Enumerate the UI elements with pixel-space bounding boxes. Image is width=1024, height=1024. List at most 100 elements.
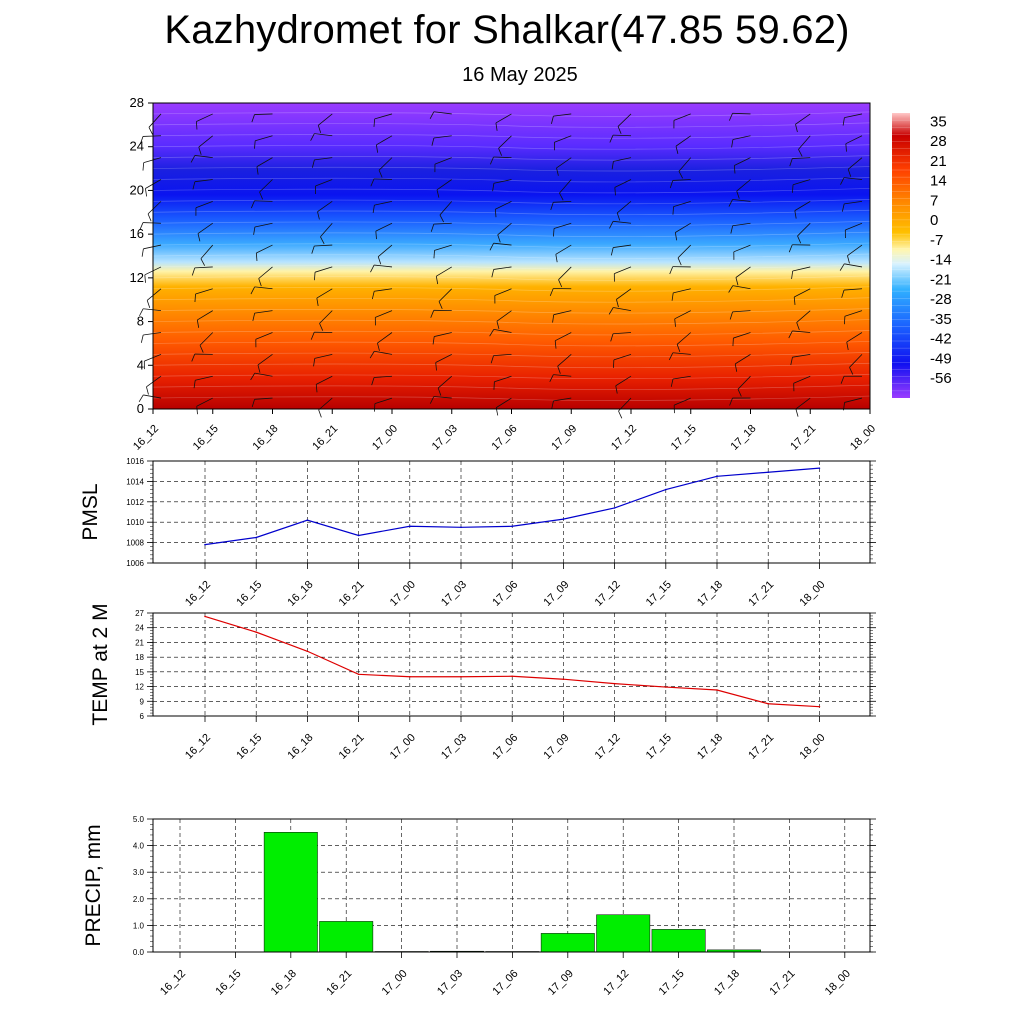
wind-barb-feather xyxy=(497,234,501,243)
heatmap-xtick-label: 17_06 xyxy=(490,423,520,453)
wind-barb xyxy=(254,222,273,228)
wind-barb xyxy=(196,113,213,122)
wind-barb-feather xyxy=(675,146,679,154)
wind-barb-feather xyxy=(678,171,684,179)
colorbar-label: 21 xyxy=(930,153,947,170)
wind-barb-feather xyxy=(439,214,445,223)
temp-data-point xyxy=(460,675,462,678)
wind-barb xyxy=(554,135,572,143)
pmsl-data-point xyxy=(357,534,360,537)
colorbar-label: 14 xyxy=(930,173,947,190)
wind-barb xyxy=(436,266,452,277)
xtick-label: 17_15 xyxy=(657,968,687,998)
pmsl-data-point xyxy=(409,525,411,528)
wind-barb xyxy=(493,328,512,333)
wind-barb-feather xyxy=(489,243,494,251)
colorbar-gradient xyxy=(892,113,910,398)
contour-line xyxy=(152,297,871,303)
wind-barb xyxy=(148,113,162,128)
wind-barb-feather xyxy=(737,388,742,397)
wind-barb-feather xyxy=(734,363,738,372)
wind-barb xyxy=(376,135,393,146)
wind-barb-feather xyxy=(729,397,733,406)
heatmap-xtick-label: 17_21 xyxy=(788,423,818,453)
panel-frame xyxy=(152,460,871,564)
ytick-label: 1.0 xyxy=(133,921,145,930)
xtick-label: 16_18 xyxy=(285,579,315,609)
wind-barb-feather xyxy=(798,149,803,157)
wind-barb xyxy=(614,179,632,188)
wind-barb xyxy=(553,200,572,203)
temp-data-point xyxy=(306,650,309,653)
wind-barb xyxy=(674,397,691,406)
wind-barb-feather xyxy=(146,386,149,395)
heatmap-xtick-label: 17_09 xyxy=(549,423,579,453)
wind-barb-feather xyxy=(314,272,316,281)
wind-barb xyxy=(314,157,333,161)
panel-frame xyxy=(152,818,871,953)
wind-barb-feather xyxy=(436,189,440,198)
wind-barb xyxy=(616,201,632,214)
wind-barb-feather xyxy=(193,380,196,389)
wind-barb-feather xyxy=(377,256,382,265)
wind-barb-feather xyxy=(250,200,255,209)
contour-line xyxy=(152,362,871,369)
contour-line xyxy=(152,286,871,292)
heatmap-ytick-label: 12 xyxy=(130,270,144,285)
temp-data-point xyxy=(357,673,360,676)
wind-barb xyxy=(792,330,811,333)
wind-barb xyxy=(672,179,691,181)
heatmap-xtick-label: 17_12 xyxy=(609,423,639,453)
wind-barb-feather xyxy=(549,374,554,382)
xtick-label: 17_09 xyxy=(541,732,571,762)
wind-barb xyxy=(374,200,393,206)
wind-barb xyxy=(195,288,213,295)
wind-barb xyxy=(676,332,692,345)
wind-barb-feather xyxy=(313,358,316,367)
wind-barb-feather xyxy=(728,113,733,121)
heatmap-xtick-label: 17_18 xyxy=(729,423,759,453)
wind-barb xyxy=(198,135,214,148)
wind-barb xyxy=(792,266,811,272)
contour-line xyxy=(152,188,871,194)
wind-barb xyxy=(377,244,393,257)
xtick-label: 17_12 xyxy=(593,579,623,609)
contour-line xyxy=(152,319,871,325)
wind-barb-feather xyxy=(490,355,494,364)
wind-barb-feather xyxy=(311,245,315,254)
chart-title: Kazhydromet for Shalkar(47.85 59.62) xyxy=(164,8,850,52)
wind-barb xyxy=(436,179,452,191)
precip-bar xyxy=(540,933,595,953)
xtick-label: 17_06 xyxy=(490,579,520,609)
wind-barb xyxy=(844,200,863,205)
wind-barb-feather xyxy=(797,235,802,244)
contour-line xyxy=(152,275,871,281)
ytick-label: 1008 xyxy=(126,539,144,548)
ytick-label: 1016 xyxy=(126,457,144,466)
wind-barb xyxy=(846,332,863,343)
wind-barb-feather xyxy=(840,177,845,185)
wind-barb-feather xyxy=(317,211,320,220)
heatmap-ytick-label: 20 xyxy=(130,182,144,197)
wind-barb xyxy=(672,352,691,355)
wind-barb xyxy=(732,310,751,313)
wind-barb xyxy=(732,112,751,115)
wind-barb xyxy=(847,157,863,170)
wind-barb xyxy=(374,113,393,120)
wind-barb-feather xyxy=(310,133,315,141)
colorbar-label: -28 xyxy=(930,291,952,308)
wind-barb-feather xyxy=(839,263,845,271)
wind-barb-feather xyxy=(370,178,375,187)
wind-barb-feather xyxy=(556,167,559,176)
wind-barb-feather xyxy=(432,336,435,345)
wind-barb-feather xyxy=(435,362,437,371)
wind-barb xyxy=(316,288,333,299)
xtick-label: 16_21 xyxy=(337,732,367,762)
wind-barb xyxy=(673,113,691,121)
wind-barb-feather xyxy=(616,212,621,221)
wind-barb xyxy=(496,397,512,408)
xtick-label: 17_06 xyxy=(490,968,520,998)
contour-line xyxy=(152,177,871,183)
wind-barb-feather xyxy=(253,226,256,235)
temp-data-point xyxy=(818,705,821,708)
